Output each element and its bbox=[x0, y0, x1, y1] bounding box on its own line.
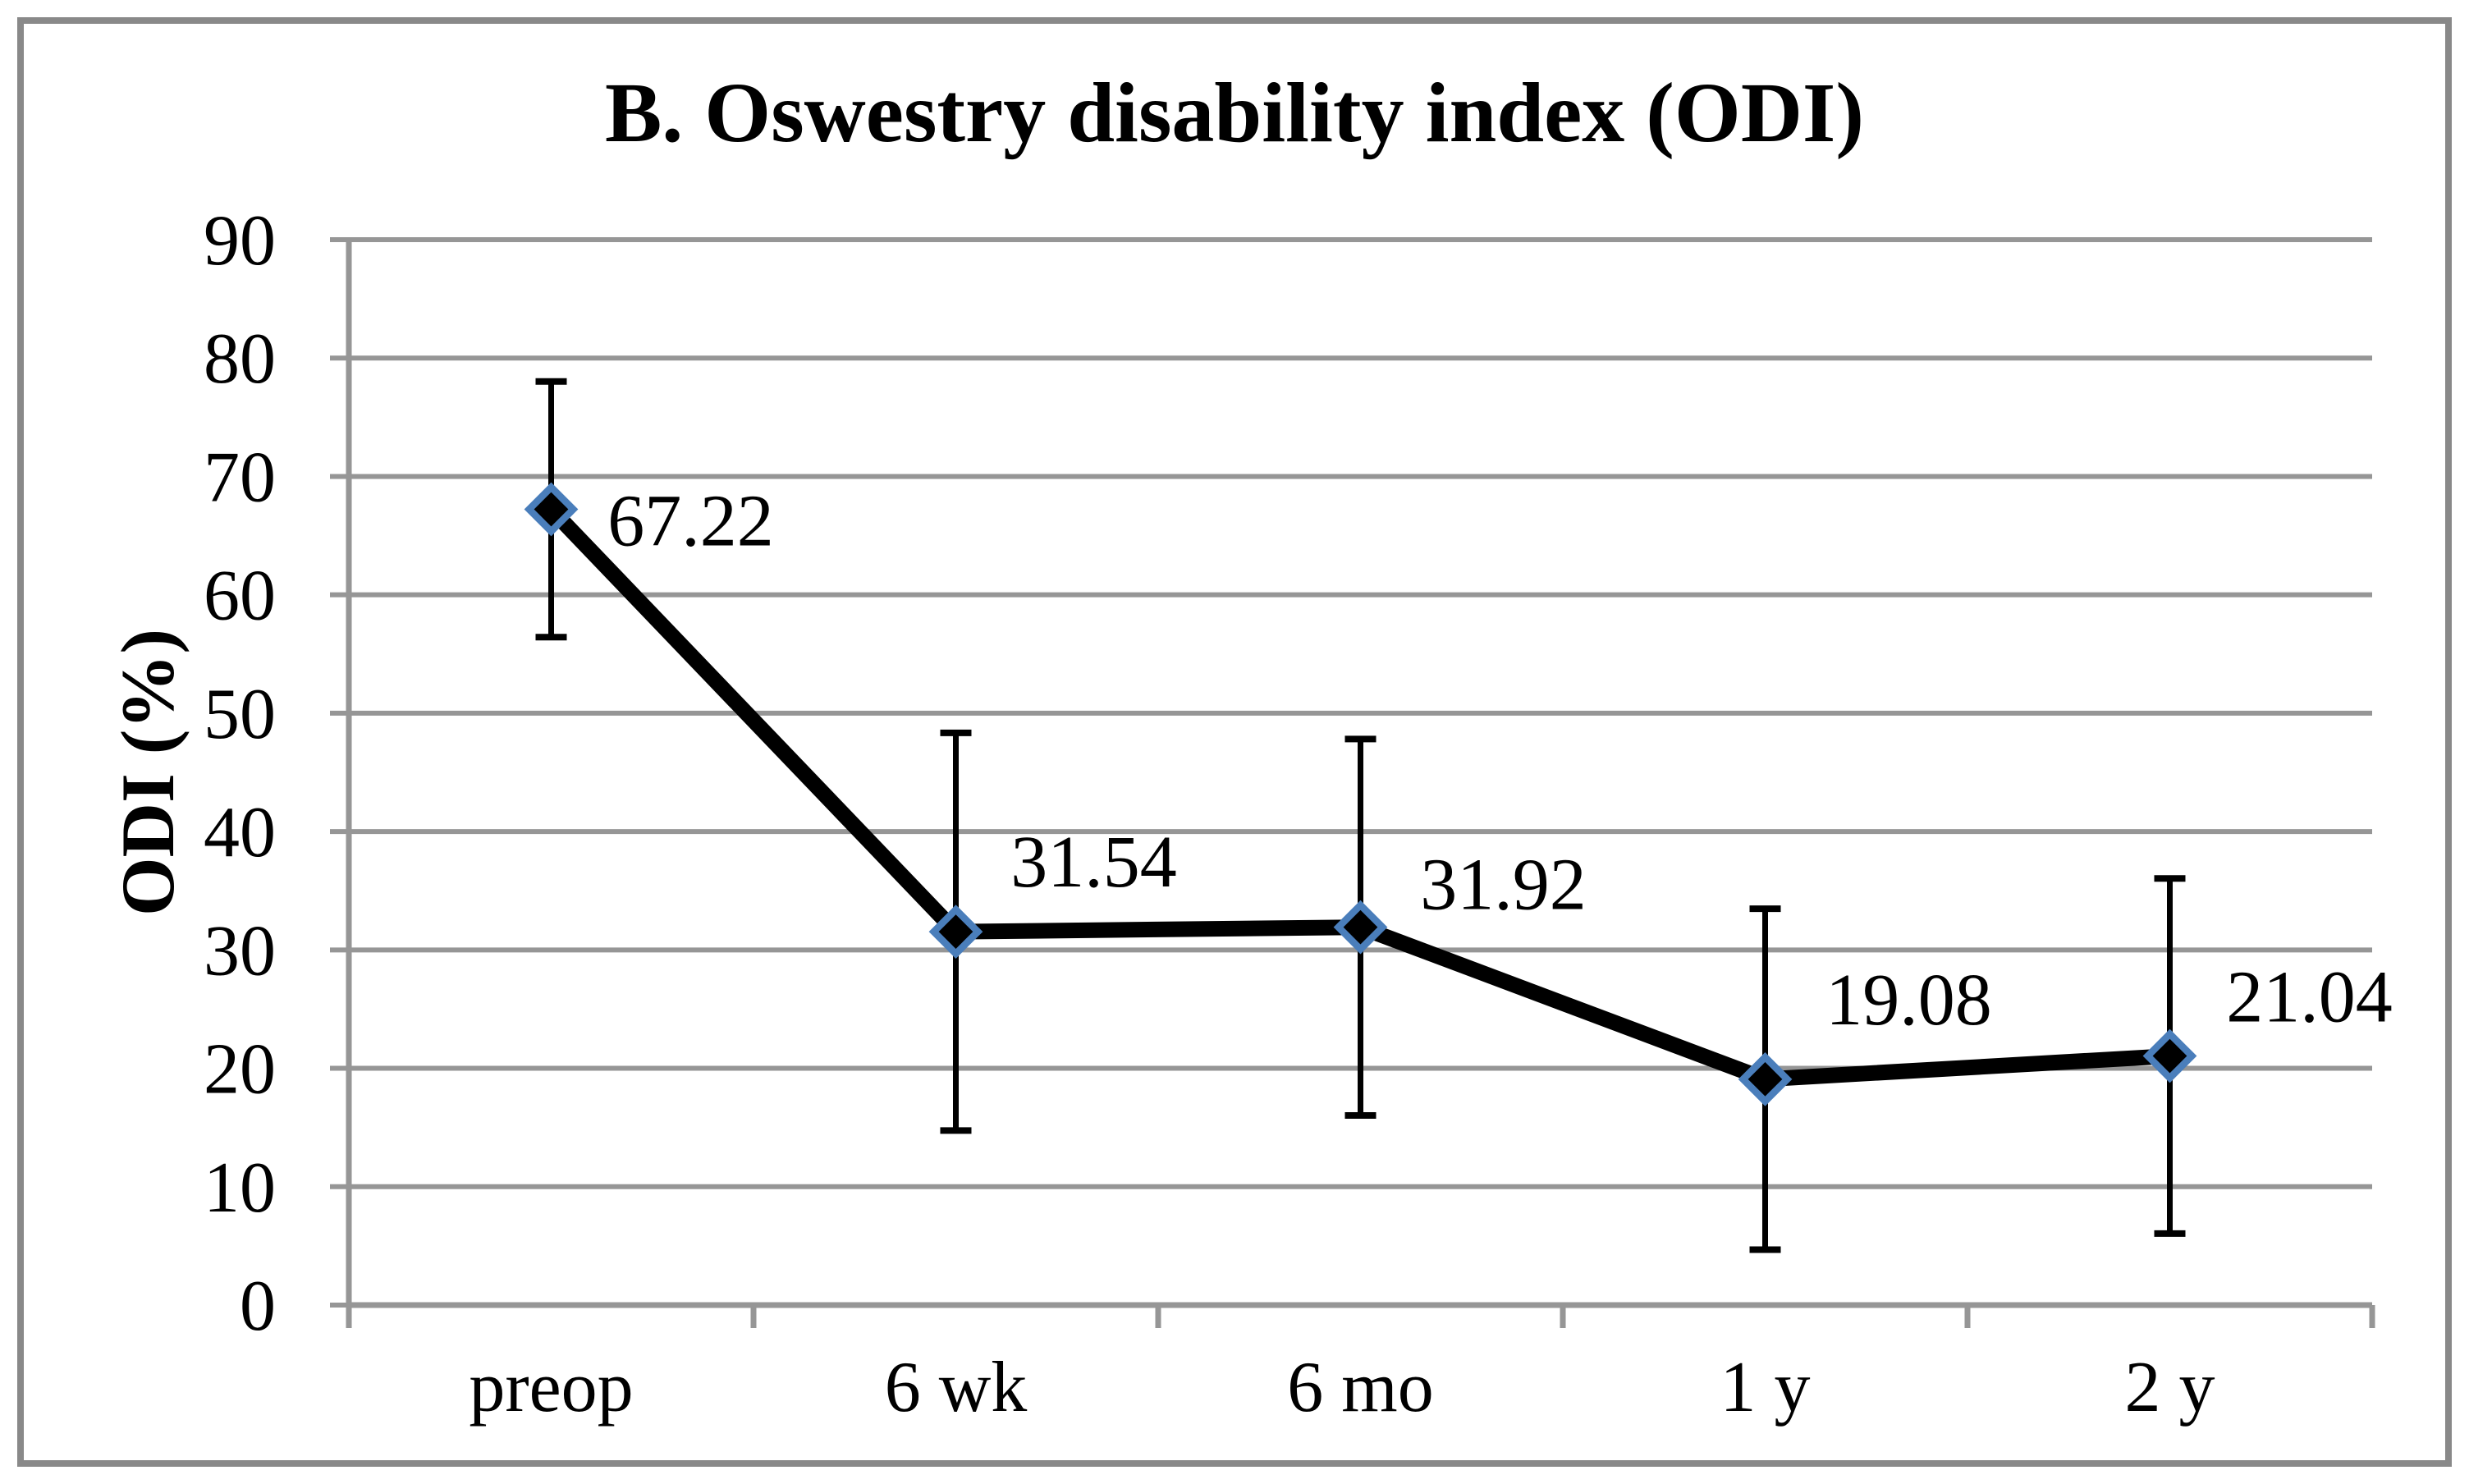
x-category-label: 6 wk bbox=[885, 1348, 1028, 1427]
data-label: 31.92 bbox=[1420, 845, 1587, 926]
y-tick-label: 50 bbox=[204, 675, 276, 754]
data-point-marker bbox=[1333, 900, 1388, 955]
data-label: 19.08 bbox=[1825, 960, 1992, 1041]
data-label: 21.04 bbox=[2226, 957, 2393, 1038]
data-label: 67.22 bbox=[607, 481, 774, 562]
y-tick-label: 40 bbox=[204, 793, 276, 873]
figure-border bbox=[17, 17, 2452, 1467]
chart-title: B. Oswestry disability index (ODI) bbox=[604, 66, 1865, 160]
x-category-label: 2 y bbox=[2125, 1348, 2215, 1427]
y-axis-title: ODI (%) bbox=[106, 628, 190, 917]
data-label: 31.54 bbox=[1010, 822, 1177, 903]
y-tick-label: 20 bbox=[204, 1030, 276, 1110]
data-point-marker bbox=[928, 905, 983, 960]
data-point-marker bbox=[524, 482, 579, 537]
y-tick-label: 30 bbox=[204, 911, 276, 991]
x-category-label: preop bbox=[469, 1348, 633, 1427]
data-point-marker bbox=[1738, 1051, 1793, 1106]
y-tick-label: 0 bbox=[240, 1266, 276, 1346]
x-category-label: 1 y bbox=[1720, 1348, 1811, 1427]
y-tick-label: 60 bbox=[204, 556, 276, 636]
data-point-marker bbox=[2142, 1028, 2197, 1083]
y-tick-label: 10 bbox=[204, 1148, 276, 1228]
x-category-label: 6 mo bbox=[1287, 1348, 1433, 1427]
y-tick-label: 90 bbox=[204, 201, 276, 281]
y-tick-label: 70 bbox=[204, 437, 276, 517]
y-tick-label: 80 bbox=[204, 319, 276, 399]
